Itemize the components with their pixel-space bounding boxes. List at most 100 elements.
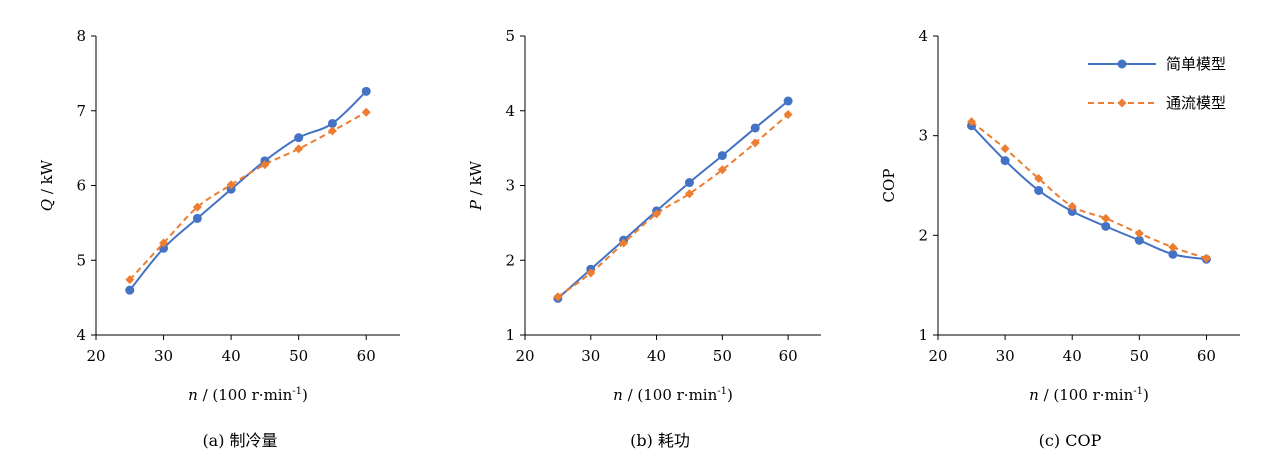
x-axis-label-close: ) [302,386,308,404]
data-point-flow [619,238,629,248]
x-tick-label: 40 [222,347,241,365]
x-axis-label: n / (100 r·min-1) [188,386,308,404]
data-point-flow [586,268,596,278]
data-point-flow [1201,253,1211,263]
legend-label-flow: 通流模型 [1166,94,1226,112]
legend-label-simple: 简单模型 [1166,55,1226,73]
data-point-flow [159,238,169,248]
series-line-simple [970,125,1207,261]
data-point-simple [125,285,135,295]
y-tick-label: 2 [918,226,928,244]
legend-marker-flow [1117,98,1127,108]
x-axis-label: n / (100 r·min-1) [1029,386,1149,404]
data-point-flow [260,160,270,170]
y-tick-label: 1 [505,326,515,344]
y-axis-label: P / kW [467,160,485,211]
data-point-flow [192,202,202,212]
data-point-simple [294,133,304,143]
data-point-flow [652,209,662,219]
data-point-simple [1168,249,1178,259]
y-axis-label: COP [880,169,898,203]
x-tick-label: 50 [713,347,732,365]
data-point-flow [294,144,304,154]
data-point-flow [783,109,793,119]
x-tick-label: 20 [86,347,105,365]
x-tick-label: 50 [289,347,308,365]
data-point-flow [553,292,563,302]
y-tick-label: 4 [918,27,928,45]
data-point-flow [1134,228,1144,238]
data-point-simple [327,118,337,128]
y-axis-label-unit: / kW [38,159,56,199]
x-axis-label-variable: n [188,386,198,404]
data-point-simple [684,178,694,188]
data-point-simple [1067,206,1077,216]
data-point-simple [1134,235,1144,245]
x-tick-label: 40 [647,347,666,365]
data-point-simple [783,96,793,106]
y-tick-label: 7 [76,102,86,120]
series-line-flow [129,111,367,281]
y-tick-label: 2 [505,251,515,269]
y-tick-label: 5 [76,251,86,269]
y-tick-label: 6 [76,177,86,195]
y-axis-label-unit: COP [880,169,898,203]
data-point-flow [1067,201,1077,211]
data-point-simple [750,123,760,133]
data-point-flow [1101,213,1111,223]
x-tick-label: 50 [1130,347,1149,365]
x-tick-label: 30 [996,347,1015,365]
x-axis-label-variable: n [613,386,623,404]
data-point-flow [717,165,727,175]
data-point-flow [226,180,236,190]
data-point-simple [192,213,202,223]
data-point-flow [327,126,337,136]
series-line-flow [557,113,789,298]
x-tick-label: 60 [1197,347,1216,365]
x-axis-label-superscript: -1 [292,386,302,397]
y-tick-label: 3 [918,127,928,145]
x-axis-label-variable: n [1029,386,1039,404]
y-tick-label: 4 [76,326,86,344]
panel-caption: (c) COP [1039,431,1102,450]
panel-caption: (a) 制冷量 [202,431,277,450]
x-axis-label-superscript: -1 [717,386,727,397]
data-point-simple [1101,221,1111,231]
data-point-flow [967,117,977,127]
x-axis-label-unit: / (100 r·min [1039,386,1134,404]
y-tick-label: 4 [505,102,515,120]
x-axis-label-close: ) [727,386,733,404]
legend-marker-simple [1117,59,1127,69]
x-axis-label: n / (100 r·min-1) [613,386,733,404]
y-tick-label: 1 [918,326,928,344]
x-tick-label: 30 [154,347,173,365]
x-axis-label-unit: / (100 r·min [623,386,718,404]
y-axis-label-variable: Q [38,199,56,211]
x-axis-label-unit: / (100 r·min [198,386,293,404]
x-tick-label: 30 [581,347,600,365]
data-point-flow [125,275,135,285]
x-tick-label: 60 [779,347,798,365]
data-point-flow [1168,242,1178,252]
x-tick-label: 40 [1063,347,1082,365]
chart-panel-1: 4 5 6 7 8 20 30 40 50 60 Q / kW n / (100 r·min-1) (a… [38,27,400,450]
y-axis-label-variable: P [467,199,485,211]
chart-panel-3: 1 2 3 4 20 30 40 50 60 COP n / (100 r·min-1) (c) CO… [880,27,1240,450]
x-tick-label: 20 [928,347,947,365]
data-point-simple [1000,156,1010,166]
data-point-simple [717,151,727,161]
y-tick-label: 3 [505,177,515,195]
data-point-flow [1000,144,1010,154]
x-axis-label-close: ) [1143,386,1149,404]
x-tick-label: 20 [515,347,534,365]
data-point-flow [1034,174,1044,184]
y-tick-label: 5 [505,27,515,45]
y-axis-label: Q / kW [38,159,56,211]
x-tick-label: 60 [357,347,376,365]
series-line-flow [970,120,1207,260]
y-axis-label-unit: / kW [467,160,485,200]
data-point-flow [750,138,760,148]
x-axis-label-superscript: -1 [1133,386,1143,397]
